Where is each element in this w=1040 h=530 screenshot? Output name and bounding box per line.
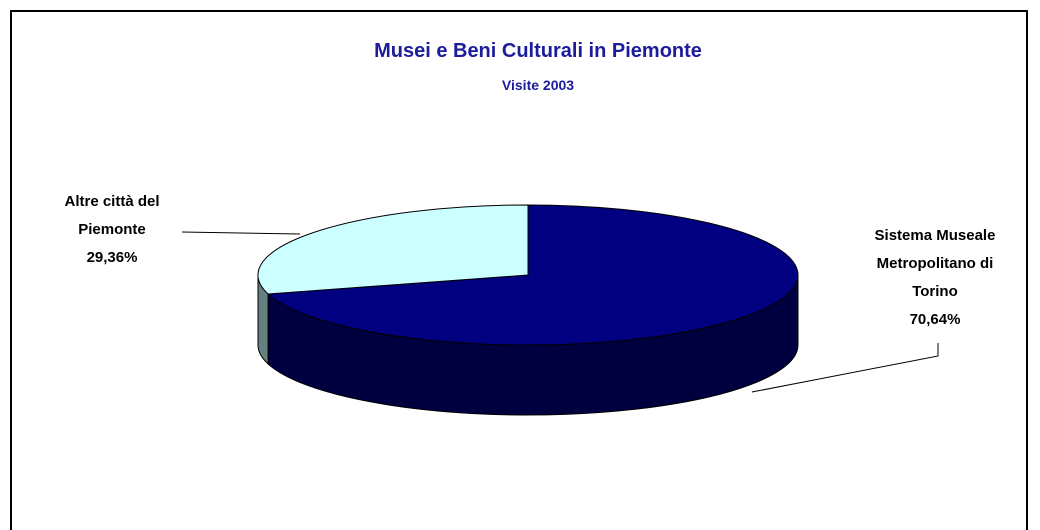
chart-subtitle: Visite 2003 [501, 77, 575, 93]
slice-label: Altre città del Piemonte 29,36% [42, 188, 182, 272]
category-label: Altre città del Piemonte [64, 193, 160, 238]
value-label: 29,36% [86, 249, 138, 266]
chart-frame [10, 10, 1028, 530]
value-label: 70,64% [909, 311, 961, 328]
slice [257, 204, 529, 295]
leader-line [751, 343, 939, 393]
slice [266, 204, 799, 346]
slice-label: Sistema Museale Metropolitano di Torino … [845, 222, 1025, 334]
category-label: Sistema Museale Metropolitano di Torino [874, 227, 996, 300]
leader-line [181, 231, 301, 235]
chart-title: Musei e Beni Culturali in Piemonte [374, 40, 702, 62]
